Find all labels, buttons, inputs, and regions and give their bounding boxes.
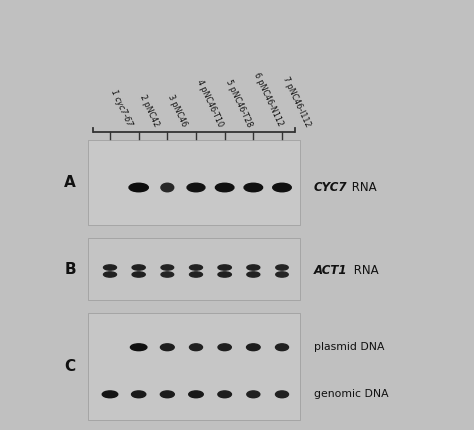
Ellipse shape [161, 265, 173, 270]
Text: A: A [64, 175, 76, 190]
Text: RNA: RNA [350, 264, 379, 277]
Bar [88, 238, 300, 300]
Ellipse shape [276, 265, 288, 270]
Ellipse shape [246, 344, 260, 350]
Ellipse shape [218, 391, 231, 398]
Ellipse shape [247, 272, 260, 277]
Text: 3 pNC46: 3 pNC46 [166, 93, 189, 128]
Bar [88, 313, 300, 420]
Ellipse shape [244, 183, 263, 192]
Ellipse shape [132, 272, 145, 277]
Ellipse shape [161, 272, 173, 277]
Text: 2 pNC42: 2 pNC42 [137, 93, 160, 128]
Ellipse shape [218, 265, 231, 270]
Ellipse shape [161, 183, 174, 192]
Ellipse shape [275, 391, 289, 398]
Ellipse shape [218, 344, 231, 350]
Ellipse shape [247, 391, 260, 398]
Ellipse shape [132, 265, 145, 270]
Ellipse shape [189, 391, 203, 398]
Ellipse shape [273, 183, 291, 192]
Ellipse shape [275, 344, 289, 350]
Ellipse shape [161, 344, 174, 350]
Ellipse shape [190, 272, 202, 277]
Ellipse shape [276, 272, 288, 277]
Text: ACT1: ACT1 [314, 264, 347, 277]
Text: genomic DNA: genomic DNA [314, 389, 389, 399]
Ellipse shape [103, 265, 117, 270]
Ellipse shape [130, 344, 147, 350]
Ellipse shape [187, 183, 205, 192]
Ellipse shape [160, 391, 174, 398]
Text: 1 cyc7-67: 1 cyc7-67 [109, 89, 134, 128]
Ellipse shape [103, 272, 117, 277]
Ellipse shape [215, 183, 234, 192]
Ellipse shape [132, 391, 146, 398]
Text: B: B [64, 261, 76, 276]
Ellipse shape [218, 272, 231, 277]
Ellipse shape [102, 391, 118, 398]
Text: CYC7: CYC7 [314, 181, 347, 194]
Text: C: C [64, 359, 75, 374]
Ellipse shape [190, 344, 202, 350]
Ellipse shape [129, 183, 148, 192]
Text: 5 pNC46-T28: 5 pNC46-T28 [224, 78, 254, 128]
Ellipse shape [247, 265, 260, 270]
Ellipse shape [190, 265, 202, 270]
Text: 4 pNC46-T10: 4 pNC46-T10 [195, 78, 225, 128]
Text: plasmid DNA: plasmid DNA [314, 342, 384, 352]
Text: 6 pNC46-N112: 6 pNC46-N112 [252, 72, 285, 128]
Text: 7 pNC46-I112: 7 pNC46-I112 [281, 75, 312, 128]
Bar [88, 140, 300, 225]
Text: RNA: RNA [348, 181, 377, 194]
